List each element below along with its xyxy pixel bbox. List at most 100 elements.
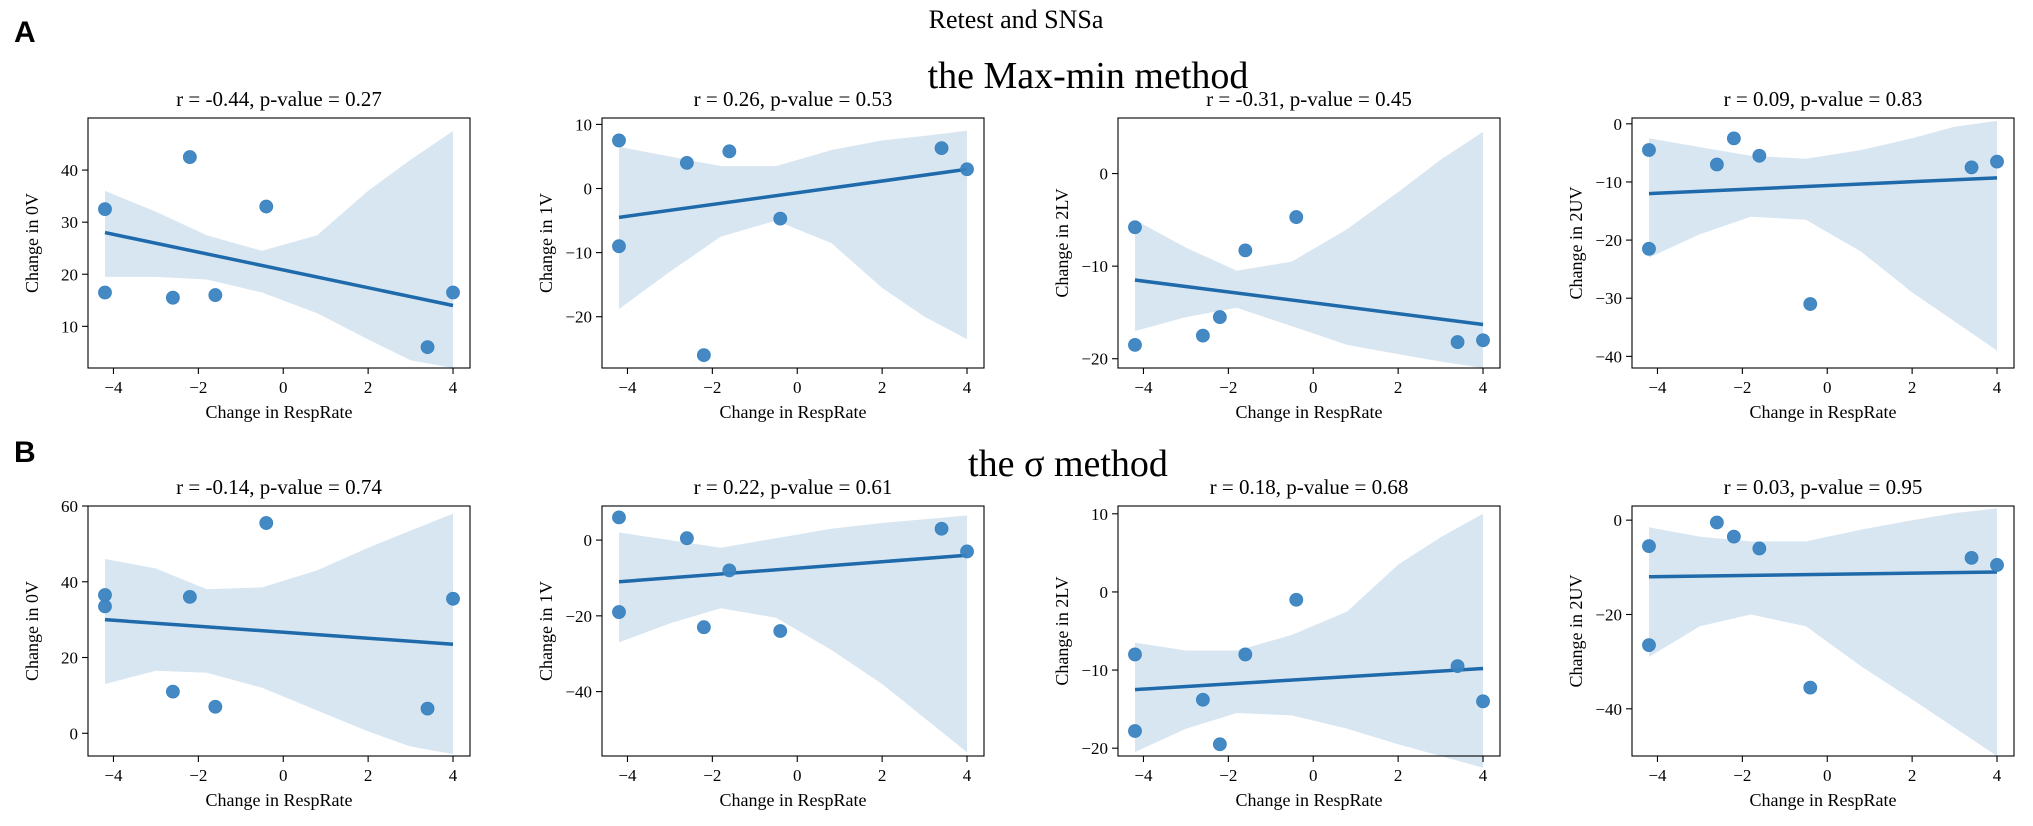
y-tick-label: 0	[70, 724, 79, 743]
data-point	[696, 620, 711, 635]
axes-frame	[1117, 117, 1501, 369]
y-tick-label: 40	[61, 161, 78, 180]
x-tick-label: 2	[1394, 378, 1403, 397]
data-point	[722, 144, 737, 159]
data-point	[612, 133, 626, 148]
subplot-title: r = -0.31, p-value = 0.45	[1206, 87, 1412, 111]
data-point	[1195, 692, 1210, 707]
y-axis-label: Change in 0V	[22, 581, 42, 681]
data-point	[1476, 694, 1490, 709]
y-tick-label: −10	[565, 244, 592, 263]
x-tick-label: 0	[793, 766, 802, 785]
data-point	[1990, 154, 2004, 169]
y-axis-label: Change in 2UV	[1566, 187, 1586, 300]
x-tick-label: 2	[1394, 766, 1403, 785]
axes-frame	[601, 505, 985, 757]
x-tick-label: 0	[1309, 378, 1318, 397]
x-tick-label: 2	[1908, 378, 1917, 397]
x-tick-label: −4	[1648, 378, 1667, 397]
regression-line	[104, 230, 454, 308]
data-point	[1803, 297, 1818, 311]
x-tick-label: 0	[279, 378, 288, 397]
x-tick-label: −2	[1219, 378, 1237, 397]
data-point	[182, 150, 197, 164]
data-point	[722, 563, 737, 578]
confidence-band	[619, 130, 967, 340]
confidence-band	[1135, 131, 1483, 368]
y-axis-label: Change in 2LV	[1052, 188, 1072, 297]
data-point	[1450, 659, 1465, 674]
axes-frame	[1631, 117, 2015, 369]
x-tick-label: 2	[364, 766, 373, 785]
subplot-title: r = 0.09, p-value = 0.83	[1724, 87, 1923, 111]
data-point	[1289, 210, 1304, 224]
confidence-band	[105, 131, 453, 368]
axes-frame	[1631, 505, 2015, 757]
y-tick-label: −10	[1081, 661, 1108, 680]
x-tick-label: 0	[1823, 378, 1832, 397]
x-axis-label: Change in RespRate	[720, 402, 867, 422]
data-point	[1709, 515, 1724, 530]
y-tick-label: −20	[1595, 605, 1622, 624]
data-point	[165, 290, 180, 305]
y-tick-label: 0	[1614, 115, 1623, 134]
data-point	[960, 162, 974, 177]
y-axis-label: Change in 0V	[22, 193, 42, 293]
data-point	[1752, 148, 1767, 163]
x-tick-label: −4	[1648, 766, 1667, 785]
y-tick-label: −40	[565, 683, 592, 702]
regression-line	[104, 617, 454, 647]
data-point	[1803, 680, 1818, 695]
data-point	[1726, 529, 1741, 544]
data-point	[960, 544, 974, 559]
x-tick-label: 0	[1309, 766, 1318, 785]
y-axis-label: Change in 2UV	[1566, 575, 1586, 688]
confidence-band	[105, 513, 453, 755]
data-point	[612, 510, 626, 525]
data-point	[1195, 328, 1210, 343]
data-point	[1642, 539, 1656, 553]
x-tick-label: −2	[1733, 378, 1751, 397]
y-tick-label: 10	[1091, 505, 1108, 524]
confidence-band	[619, 515, 967, 753]
row-title-maxmin: the Max-min method	[928, 55, 1249, 97]
regression-line	[1648, 570, 1998, 579]
data-point	[98, 285, 112, 300]
y-tick-label: 0	[584, 180, 593, 199]
data-point	[1752, 541, 1767, 556]
x-tick-label: 0	[793, 378, 802, 397]
confidence-band	[1649, 508, 1997, 756]
data-point	[1212, 310, 1227, 324]
data-point	[420, 701, 435, 716]
x-tick-label: −2	[1219, 766, 1237, 785]
x-tick-label: −4	[1134, 766, 1153, 785]
data-point	[182, 590, 197, 604]
data-point	[208, 288, 223, 302]
data-point	[1642, 638, 1656, 653]
data-point	[612, 239, 626, 254]
data-point	[679, 531, 694, 546]
y-tick-label: −10	[1081, 257, 1108, 276]
y-tick-label: 60	[61, 497, 78, 516]
data-point	[446, 591, 460, 606]
regression-line	[618, 553, 968, 584]
x-tick-label: −2	[189, 378, 207, 397]
data-point	[1128, 647, 1142, 662]
data-point	[1289, 592, 1304, 607]
x-tick-label: 4	[1479, 766, 1488, 785]
y-tick-label: −40	[1595, 347, 1622, 366]
subplot-title: r = 0.18, p-value = 0.68	[1210, 475, 1409, 499]
y-tick-label: 20	[61, 649, 78, 668]
y-tick-label: −10	[1595, 173, 1622, 192]
y-axis-label: Change in 2LV	[1052, 576, 1072, 685]
y-tick-label: −20	[1081, 350, 1108, 369]
